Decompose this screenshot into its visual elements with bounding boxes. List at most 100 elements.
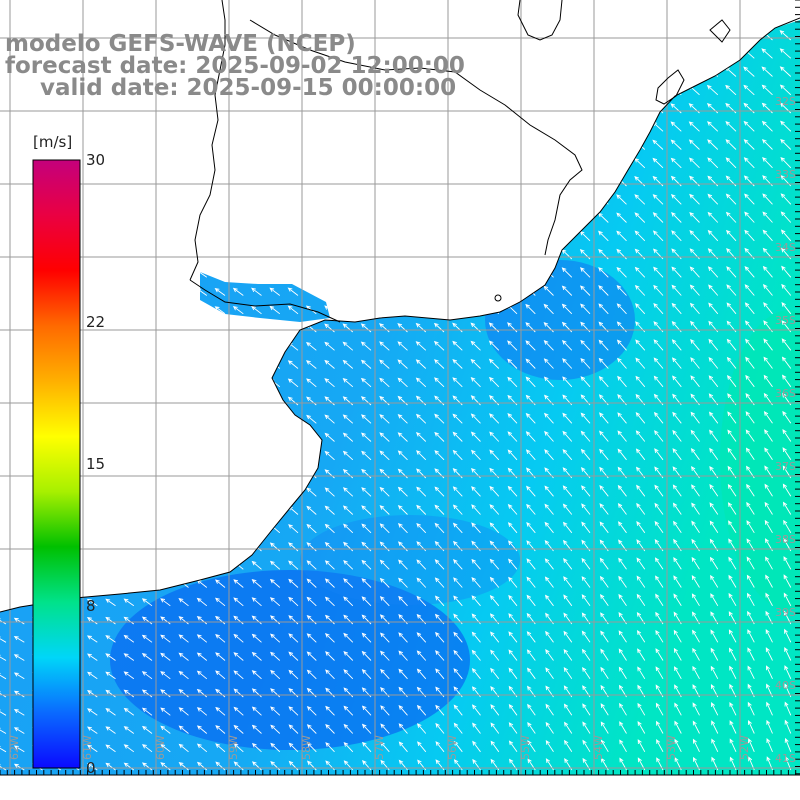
wind-arrow <box>360 377 372 388</box>
wind-arrow <box>105 598 116 607</box>
wind-arrow <box>287 123 299 132</box>
wind-arrow <box>361 487 372 497</box>
wind-arrow <box>653 357 664 369</box>
wind-arrow <box>709 429 719 442</box>
wind-arrow <box>232 123 244 132</box>
wind-arrow <box>747 719 755 734</box>
wind-arrow <box>542 176 554 187</box>
wind-arrow <box>692 720 700 734</box>
wind-arrow <box>560 31 573 41</box>
wind-arrow <box>13 179 25 187</box>
wind-arrow <box>433 340 445 351</box>
wind-arrow <box>507 485 518 497</box>
wind-arrow <box>471 577 481 588</box>
wind-arrow <box>196 561 208 570</box>
wind-arrow <box>177 215 189 223</box>
wind-arrow <box>105 234 116 242</box>
wind-arrow <box>86 562 98 570</box>
wind-arrow <box>487 86 500 96</box>
wind-arrow <box>489 504 500 515</box>
wind-arrow <box>251 342 262 351</box>
wind-arrow <box>398 723 408 734</box>
wind-arrow <box>342 341 354 351</box>
wind-arrow <box>451 249 463 260</box>
wind-arrow <box>615 85 627 96</box>
wind-arrow <box>652 103 664 114</box>
wind-arrow <box>177 197 189 205</box>
wind-arrow <box>729 647 737 661</box>
wind-arrow <box>86 234 98 242</box>
wind-arrow <box>489 449 500 461</box>
wind-arrow <box>396 32 408 41</box>
wind-arrow <box>288 633 299 643</box>
wind-arrow <box>616 212 627 223</box>
wind-arrow <box>123 744 135 753</box>
wind-arrow <box>123 325 135 333</box>
wind-arrow <box>86 197 98 205</box>
wind-arrow <box>123 343 135 351</box>
wind-arrow <box>288 760 299 771</box>
longitude-label: 55W <box>519 735 532 760</box>
wind-arrow <box>744 211 755 223</box>
wind-arrow <box>582 666 591 680</box>
wind-arrow <box>397 323 408 333</box>
wind-arrow <box>396 213 408 223</box>
wind-arrow <box>542 140 554 150</box>
wind-arrow <box>563 594 573 607</box>
wind-arrow <box>215 706 226 716</box>
colorbar <box>32 159 81 769</box>
wind-arrow <box>489 558 500 570</box>
wind-arrow <box>361 650 372 661</box>
wind-arrow <box>379 359 390 369</box>
wind-arrow <box>0 745 7 753</box>
wind-arrow <box>86 617 98 625</box>
wind-arrow <box>232 415 244 424</box>
wind-arrow <box>526 649 536 661</box>
wind-arrow <box>123 288 135 296</box>
wind-arrow <box>563 557 573 570</box>
wind-arrow <box>470 340 481 351</box>
wind-arrow <box>324 596 335 607</box>
wind-arrow <box>342 323 354 333</box>
wind-arrow <box>105 707 116 716</box>
wind-arrow <box>105 361 116 369</box>
wind-arrow <box>635 448 646 461</box>
wind-arrow <box>487 67 500 77</box>
wind-arrow <box>743 120 755 132</box>
wind-arrow <box>159 470 171 479</box>
wind-arrow <box>690 447 700 461</box>
latitude-labels: 32S 33S 34S 35S 36S 37S 38S 39S 40S 41S <box>775 95 796 765</box>
wind-arrow <box>469 49 481 59</box>
wind-arrow <box>746 483 755 497</box>
wind-arrow <box>744 266 755 278</box>
wind-arrow <box>398 559 408 570</box>
wind-arrow <box>688 157 700 169</box>
wind-arrow <box>729 665 737 680</box>
wind-arrow <box>269 506 281 515</box>
wind-arrow <box>710 593 719 607</box>
wind-arrow <box>0 125 7 132</box>
wind-arrow <box>652 139 664 150</box>
wind-arrow <box>360 323 372 333</box>
wind-arrow <box>287 269 299 278</box>
wind-arrow <box>414 104 427 114</box>
longitude-label: 59W <box>227 735 240 760</box>
wind-arrow <box>636 557 646 570</box>
wind-arrow <box>141 561 153 570</box>
wind-arrow <box>288 469 299 479</box>
wind-arrow <box>725 193 737 205</box>
wind-arrow <box>287 378 299 388</box>
wind-arrow <box>434 559 445 570</box>
wind-arrow <box>617 484 627 497</box>
wind-arrow <box>123 653 135 661</box>
wind-arrow <box>783 519 792 534</box>
wind-arrow <box>507 376 518 388</box>
wind-arrow <box>416 704 427 716</box>
wind-arrow <box>0 307 7 315</box>
wind-arrow <box>141 616 153 625</box>
wind-arrow <box>360 123 372 132</box>
wind-arrow <box>524 231 536 242</box>
wind-arrow <box>233 451 244 461</box>
wind-arrow <box>433 195 445 205</box>
wind-arrow <box>0 453 7 461</box>
